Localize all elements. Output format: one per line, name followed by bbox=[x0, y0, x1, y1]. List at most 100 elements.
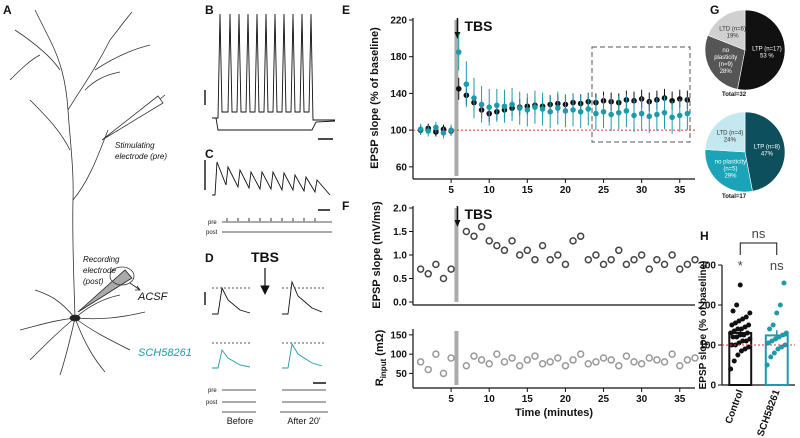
data-point bbox=[462, 361, 471, 370]
post-label: post bbox=[206, 230, 218, 236]
data-point bbox=[728, 366, 734, 372]
data-point bbox=[593, 110, 599, 117]
tbs-marker bbox=[454, 208, 459, 302]
data-point bbox=[768, 354, 774, 360]
before-label: Before bbox=[227, 416, 254, 426]
data-point bbox=[781, 280, 787, 286]
data-point bbox=[561, 260, 570, 269]
data-point bbox=[448, 127, 454, 133]
y-tick-label: 140 bbox=[390, 89, 407, 100]
y-tick-label: 300 bbox=[699, 261, 716, 272]
data-point bbox=[683, 260, 692, 269]
data-point bbox=[731, 358, 737, 364]
data-point bbox=[554, 251, 562, 259]
data-point bbox=[638, 110, 645, 117]
x-tick-label: 25 bbox=[598, 185, 610, 196]
data-point bbox=[691, 354, 699, 362]
data-point bbox=[477, 356, 486, 364]
data-point bbox=[524, 107, 531, 113]
slice-value: 19% bbox=[727, 33, 740, 39]
data-point bbox=[607, 356, 615, 364]
data-point bbox=[608, 111, 614, 118]
data-point bbox=[562, 108, 569, 114]
data-point bbox=[577, 108, 584, 115]
data-point bbox=[637, 251, 646, 259]
y-tick-label: 1.5 bbox=[393, 227, 407, 238]
data-point bbox=[471, 95, 477, 101]
x-tick-label: 5 bbox=[448, 394, 454, 405]
y-axis-label: EPSP slope (% of baseline) bbox=[698, 261, 709, 390]
x-tick-label: 20 bbox=[560, 185, 572, 196]
data-point bbox=[737, 332, 743, 338]
x-tick-label: 15 bbox=[522, 185, 534, 196]
data-point bbox=[500, 358, 509, 366]
data-point bbox=[508, 354, 516, 362]
data-point bbox=[771, 350, 777, 356]
data-point bbox=[447, 265, 455, 273]
y-tick-label: 50 bbox=[396, 369, 408, 380]
data-point bbox=[539, 106, 546, 112]
data-point bbox=[746, 322, 752, 328]
y-tick-label: 100 bbox=[390, 126, 407, 137]
x-tick-label: 10 bbox=[484, 394, 496, 405]
data-point bbox=[615, 246, 623, 255]
data-point bbox=[683, 356, 692, 364]
data-point bbox=[669, 114, 675, 121]
data-point bbox=[645, 354, 654, 362]
data-point bbox=[777, 302, 783, 308]
data-point bbox=[531, 352, 539, 360]
neuron bbox=[9, 9, 166, 376]
data-point bbox=[730, 334, 736, 340]
data-point bbox=[599, 260, 608, 269]
annotation: TBS bbox=[464, 18, 492, 34]
x-tick-label: 25 bbox=[598, 394, 610, 405]
y-tick-label: 100 bbox=[699, 341, 716, 352]
slice-label: LTP (n=17) bbox=[752, 47, 782, 53]
data-point bbox=[592, 358, 600, 366]
annotation: * bbox=[738, 258, 743, 273]
y-tick-label: 220 bbox=[390, 16, 407, 27]
data-point bbox=[660, 358, 669, 366]
x-tick-label: 30 bbox=[636, 394, 648, 405]
data-point bbox=[576, 232, 585, 240]
data-point bbox=[493, 350, 501, 358]
data-point bbox=[744, 330, 750, 336]
data-point bbox=[774, 310, 780, 316]
data-point bbox=[455, 49, 462, 55]
stimulating-label: Stimulating bbox=[115, 141, 155, 150]
x-axis-label: Time (minutes) bbox=[515, 407, 593, 419]
acsf-label: ACSF bbox=[137, 291, 169, 303]
y-tick-label: 150 bbox=[390, 330, 407, 341]
data-point bbox=[576, 350, 585, 358]
data-point bbox=[734, 302, 740, 308]
pie-slice bbox=[704, 149, 753, 193]
data-point bbox=[584, 360, 593, 368]
data-point bbox=[470, 352, 478, 360]
sch-label: SCH58261 bbox=[138, 347, 192, 359]
pie-slice bbox=[707, 9, 746, 51]
pie-slice bbox=[737, 9, 786, 91]
data-point bbox=[555, 105, 561, 111]
y-tick-label: 0.5 bbox=[393, 274, 407, 285]
data-point bbox=[523, 356, 532, 364]
panel-label: B bbox=[205, 3, 214, 17]
data-point bbox=[547, 108, 553, 115]
panel-label: F bbox=[342, 199, 349, 213]
y-tick-label: 1.0 bbox=[393, 251, 407, 262]
data-point bbox=[592, 251, 600, 259]
annotation: ns bbox=[770, 258, 784, 273]
y-axis-label: EPSP slope (% of baseline) bbox=[369, 27, 381, 169]
pie-slice bbox=[744, 111, 786, 192]
data-point bbox=[470, 232, 478, 240]
data-point bbox=[538, 360, 547, 368]
data-point bbox=[737, 282, 743, 288]
data-point bbox=[676, 265, 684, 273]
pie-slice bbox=[704, 111, 746, 153]
data-point bbox=[637, 360, 646, 368]
slice-label: plasticity bbox=[714, 55, 737, 61]
data-point bbox=[676, 361, 684, 370]
tbs-marker bbox=[454, 331, 459, 385]
tbs-arrowhead bbox=[454, 220, 461, 227]
data-point bbox=[486, 104, 493, 110]
data-point bbox=[684, 110, 691, 117]
